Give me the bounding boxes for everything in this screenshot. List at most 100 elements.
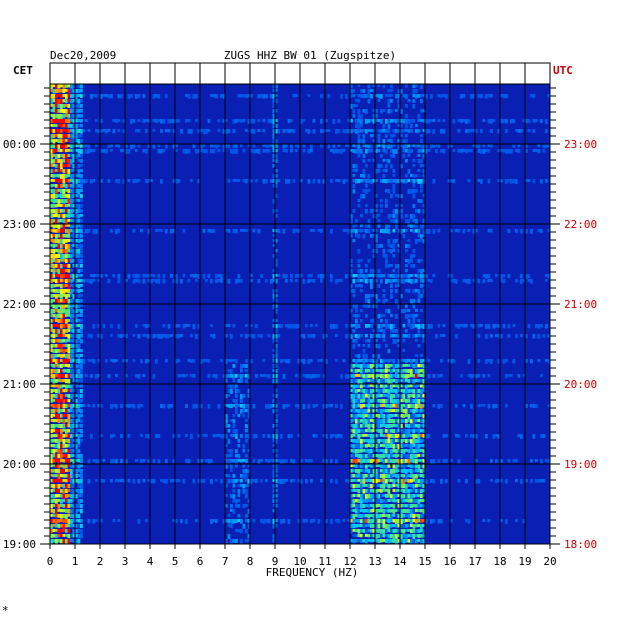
heat-cell [227,229,231,233]
heat-cell [290,119,293,123]
heat-cell [380,429,383,434]
heat-cell [402,144,406,149]
heat-cell [407,469,411,473]
heat-cell [285,324,288,328]
heat-cell [410,324,413,329]
heat-cell [175,274,178,279]
heat-cell [365,334,368,338]
heat-cell [380,164,383,168]
heat-cell [400,194,403,199]
heat-cell [352,184,356,189]
heat-cell [272,164,276,168]
heat-cell [67,269,71,273]
heat-cell [80,394,83,399]
heat-cell [415,389,418,394]
heat-cell [427,129,431,134]
heat-cell [157,94,161,99]
heat-cell [52,504,56,508]
heat-cell [385,469,388,474]
heat-cell [120,94,123,99]
heat-cell [267,334,271,338]
heat-cell [397,474,401,479]
heat-cell [400,529,403,533]
heat-cell [420,179,423,184]
heat-cell [362,429,366,434]
heat-cell [402,439,406,442]
heat-cell [80,389,83,394]
heat-cell [55,269,58,273]
heat-cell [55,389,58,394]
heat-cell [350,484,353,488]
heat-cell [75,234,78,238]
heat-cell [430,144,433,149]
heat-cell [412,459,416,464]
heat-cell [70,359,73,363]
heat-cell [370,454,373,459]
heat-cell [412,229,416,234]
heat-cell [317,229,321,232]
heat-cell [50,389,53,394]
heat-cell [202,359,206,363]
heat-cell [62,309,66,314]
heat-cell [382,159,386,162]
heat-cell [177,359,181,363]
heat-cell [65,99,68,104]
heat-cell [275,214,278,218]
heat-cell [375,384,378,389]
heat-cell [310,374,313,379]
heat-cell [350,104,353,109]
heat-cell [415,459,418,464]
heat-cell [360,424,363,428]
heat-cell [395,534,398,539]
heat-cell [65,384,68,389]
heat-cell [365,434,368,437]
heat-cell [77,519,81,523]
heat-cell [390,384,393,389]
heat-cell [192,274,196,278]
heat-cell [362,524,366,528]
heat-cell [50,509,53,513]
heat-cell [52,319,56,323]
heat-cell [405,514,408,518]
heat-cell [375,299,378,304]
heat-cell [77,354,81,359]
heat-cell [417,449,421,453]
heat-cell [87,279,91,284]
heat-cell [387,274,391,278]
heat-cell [60,244,63,249]
heat-cell [67,194,71,199]
heat-cell [90,94,93,99]
heat-cell [542,479,546,483]
heat-cell [395,519,398,524]
heat-cell [52,239,56,244]
heat-cell [75,154,78,159]
heat-cell [352,369,356,374]
heat-cell [385,484,388,487]
heat-cell [62,274,66,279]
heat-cell [370,319,373,323]
heat-cell [210,519,213,524]
heat-cell [387,439,391,444]
heat-cell [362,389,366,394]
heat-cell [80,369,83,374]
heat-cell [297,229,301,233]
heat-cell [232,489,236,493]
heat-cell [230,334,233,339]
heat-cell [390,519,393,523]
heat-cell [67,84,71,88]
heat-cell [422,179,426,184]
heat-cell [492,434,496,439]
heat-cell [490,479,493,482]
heat-cell [70,319,73,323]
heat-cell [405,269,408,273]
heat-cell [365,414,368,418]
heat-cell [365,354,368,359]
heat-cell [70,474,73,479]
heat-cell [52,184,56,187]
heat-cell [57,154,61,159]
heat-cell [72,529,76,534]
heat-cell [295,274,298,278]
heat-cell [70,139,73,144]
heat-cell [50,299,53,304]
heat-cell [405,479,408,482]
